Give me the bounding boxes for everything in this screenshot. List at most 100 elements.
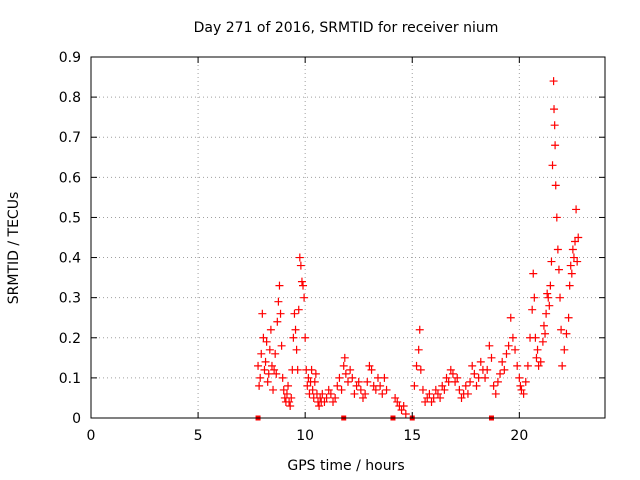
data-point [263,377,272,386]
data-point [506,313,515,322]
axis-ticks [90,56,605,419]
data-point [274,297,283,306]
data-point [265,345,274,354]
data-point [286,401,295,410]
data-point [271,349,280,358]
data-point [513,361,522,370]
data-point [295,253,304,262]
data-point [542,309,551,318]
data-point [504,341,513,350]
data-point [307,365,316,374]
data-point [273,317,282,326]
data-point [335,373,344,382]
data-point [558,361,567,370]
data-point [304,373,313,382]
data-point [544,293,553,302]
data-point [440,385,449,394]
data-point [572,205,581,214]
data-point [356,385,365,394]
data-point [446,365,455,374]
y-tick-label: 0.7 [59,130,81,146]
y-axis-label: SRMTID / TECUs [6,192,22,305]
data-point [567,269,576,278]
data-point [276,309,285,318]
x-tick-label: 10 [296,428,314,444]
data-point [536,357,545,366]
data-point [546,281,555,290]
data-point [341,369,350,378]
data-point [270,365,279,374]
data-point [532,353,541,362]
data-point [500,365,509,374]
data-point [358,393,367,402]
data-point [543,289,552,298]
data-point [415,325,424,334]
data-point [322,393,331,402]
data-point [367,365,376,374]
data-point [266,325,275,334]
data-point [293,365,302,374]
data-point [324,385,333,394]
data-point [365,361,374,370]
data-point [481,373,490,382]
data-point [468,361,477,370]
data-point [438,381,447,390]
data-point [531,333,540,342]
data-point [550,121,559,130]
data-point [521,377,530,386]
data-point [574,233,583,242]
data-point [363,377,372,386]
data-point [547,257,556,266]
data-point [272,369,281,378]
data-point [545,301,554,310]
data-point [498,357,507,366]
data-point [296,261,305,270]
data-point [519,389,528,398]
data-point [287,393,296,402]
data-point [493,377,502,386]
data-point [380,373,389,382]
data-point [566,261,575,270]
data-point [282,389,291,398]
data-point [300,293,309,302]
data-point [264,369,273,378]
y-tick-label: 0.2 [59,331,81,347]
data-point [277,341,286,350]
data-point [262,337,271,346]
data-point [529,269,538,278]
data-point [511,345,520,354]
data-point [539,321,548,330]
data-point [560,345,569,354]
data-point [308,385,317,394]
data-point [257,349,266,358]
data-point [515,373,524,382]
data-point [279,385,288,394]
data-point [573,257,582,266]
data-point [551,181,560,190]
data-point [258,309,267,318]
y-tick-label: 0.8 [59,90,81,106]
data-point [255,381,264,390]
data-point [557,325,566,334]
data-point [391,393,400,402]
data-point [463,389,472,398]
y-tick-label: 0.9 [59,50,81,66]
data-point [538,337,547,346]
data-point [451,377,460,386]
data-point [376,381,385,390]
data-point [329,397,338,406]
data-point [551,141,560,150]
data-point [556,293,565,302]
data-point [502,349,511,358]
data-point [436,393,445,402]
data-point [470,369,479,378]
data-point [455,385,464,394]
x-tick-label: 15 [403,428,421,444]
data-point [553,245,562,254]
data-point [548,161,557,170]
data-point [294,305,303,314]
data-point [315,401,324,410]
data-point [410,381,419,390]
data-point [305,389,314,398]
